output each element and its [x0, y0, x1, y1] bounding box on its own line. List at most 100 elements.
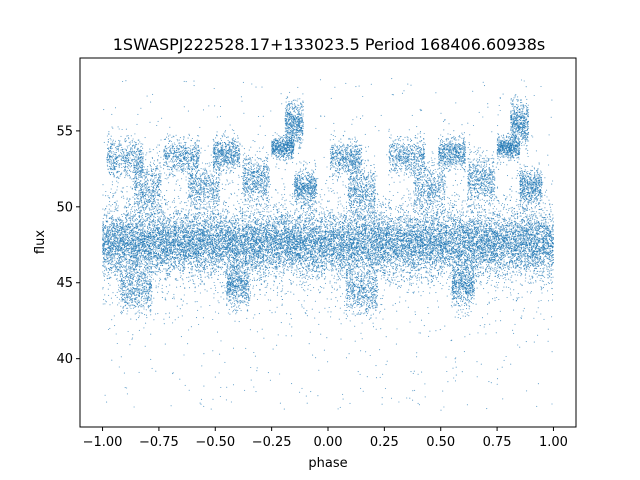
data-point	[174, 249, 175, 250]
data-point	[518, 250, 519, 251]
data-point	[105, 215, 106, 216]
data-point	[449, 250, 450, 251]
data-point	[271, 259, 272, 260]
data-point	[393, 223, 394, 224]
data-point	[549, 270, 550, 271]
data-point	[223, 285, 224, 286]
data-point	[487, 230, 488, 231]
data-point	[130, 259, 131, 260]
data-point	[410, 215, 411, 216]
data-point	[495, 258, 496, 259]
data-point	[267, 257, 268, 258]
data-point	[321, 226, 322, 227]
data-point	[281, 219, 282, 220]
data-point	[312, 274, 313, 275]
data-point	[540, 253, 541, 254]
data-point	[249, 261, 250, 262]
data-point	[489, 251, 490, 252]
data-point	[330, 281, 331, 282]
data-point	[353, 249, 354, 250]
data-point	[466, 215, 467, 216]
data-point	[180, 228, 181, 229]
data-point	[428, 272, 429, 273]
data-point	[368, 272, 369, 273]
data-point	[351, 253, 352, 254]
data-point	[140, 226, 141, 227]
data-point	[202, 214, 203, 215]
data-point	[208, 274, 209, 275]
data-point	[184, 218, 185, 219]
data-point	[322, 250, 323, 251]
data-point	[495, 241, 496, 242]
data-point	[280, 223, 281, 224]
data-point	[137, 239, 138, 240]
data-point	[296, 232, 297, 233]
data-point	[368, 244, 369, 245]
data-point	[236, 233, 237, 234]
data-point	[406, 254, 407, 255]
data-point	[227, 264, 228, 265]
data-point	[313, 246, 314, 247]
data-point	[198, 260, 199, 261]
data-point	[263, 251, 264, 252]
data-point	[512, 246, 513, 247]
data-point	[550, 280, 551, 281]
data-point	[174, 269, 175, 270]
data-point	[250, 213, 251, 214]
data-point	[481, 245, 482, 246]
data-point	[187, 217, 188, 218]
data-point	[432, 246, 433, 247]
data-point	[259, 219, 260, 220]
data-point	[294, 273, 295, 274]
data-point	[376, 250, 377, 251]
data-point	[382, 218, 383, 219]
data-point	[316, 262, 317, 263]
data-point	[549, 248, 550, 249]
data-point	[195, 265, 196, 266]
data-point	[274, 249, 275, 250]
data-point	[273, 256, 274, 257]
data-point	[426, 207, 427, 208]
data-point	[320, 206, 321, 207]
data-point	[495, 248, 496, 249]
data-point	[417, 280, 418, 281]
data-point	[291, 217, 292, 218]
data-point	[257, 259, 258, 260]
data-point	[331, 266, 332, 267]
data-point	[378, 199, 379, 200]
data-point	[167, 229, 168, 230]
data-point	[289, 257, 290, 258]
data-point	[265, 241, 266, 242]
data-point	[315, 277, 316, 278]
data-point	[305, 230, 306, 231]
data-point	[150, 261, 151, 262]
data-point	[142, 225, 143, 226]
data-point	[479, 224, 480, 225]
data-point	[245, 245, 246, 246]
data-point	[186, 258, 187, 259]
data-point	[231, 254, 232, 255]
data-point	[386, 252, 387, 253]
data-point	[529, 214, 530, 215]
data-point	[520, 229, 521, 230]
data-point	[335, 230, 336, 231]
data-point	[553, 257, 554, 258]
data-point	[147, 230, 148, 231]
data-point	[312, 219, 313, 220]
data-point	[210, 249, 211, 250]
data-point	[221, 241, 222, 242]
data-point	[402, 227, 403, 228]
data-point	[448, 252, 449, 253]
data-point	[187, 223, 188, 224]
data-point	[221, 269, 222, 270]
data-point	[364, 269, 365, 270]
data-point	[399, 271, 400, 272]
data-point	[340, 269, 341, 270]
data-point	[326, 268, 327, 269]
data-point	[447, 211, 448, 212]
data-point	[325, 221, 326, 222]
data-point	[550, 243, 551, 244]
data-point	[503, 264, 504, 265]
data-point	[405, 256, 406, 257]
data-point	[425, 272, 426, 273]
